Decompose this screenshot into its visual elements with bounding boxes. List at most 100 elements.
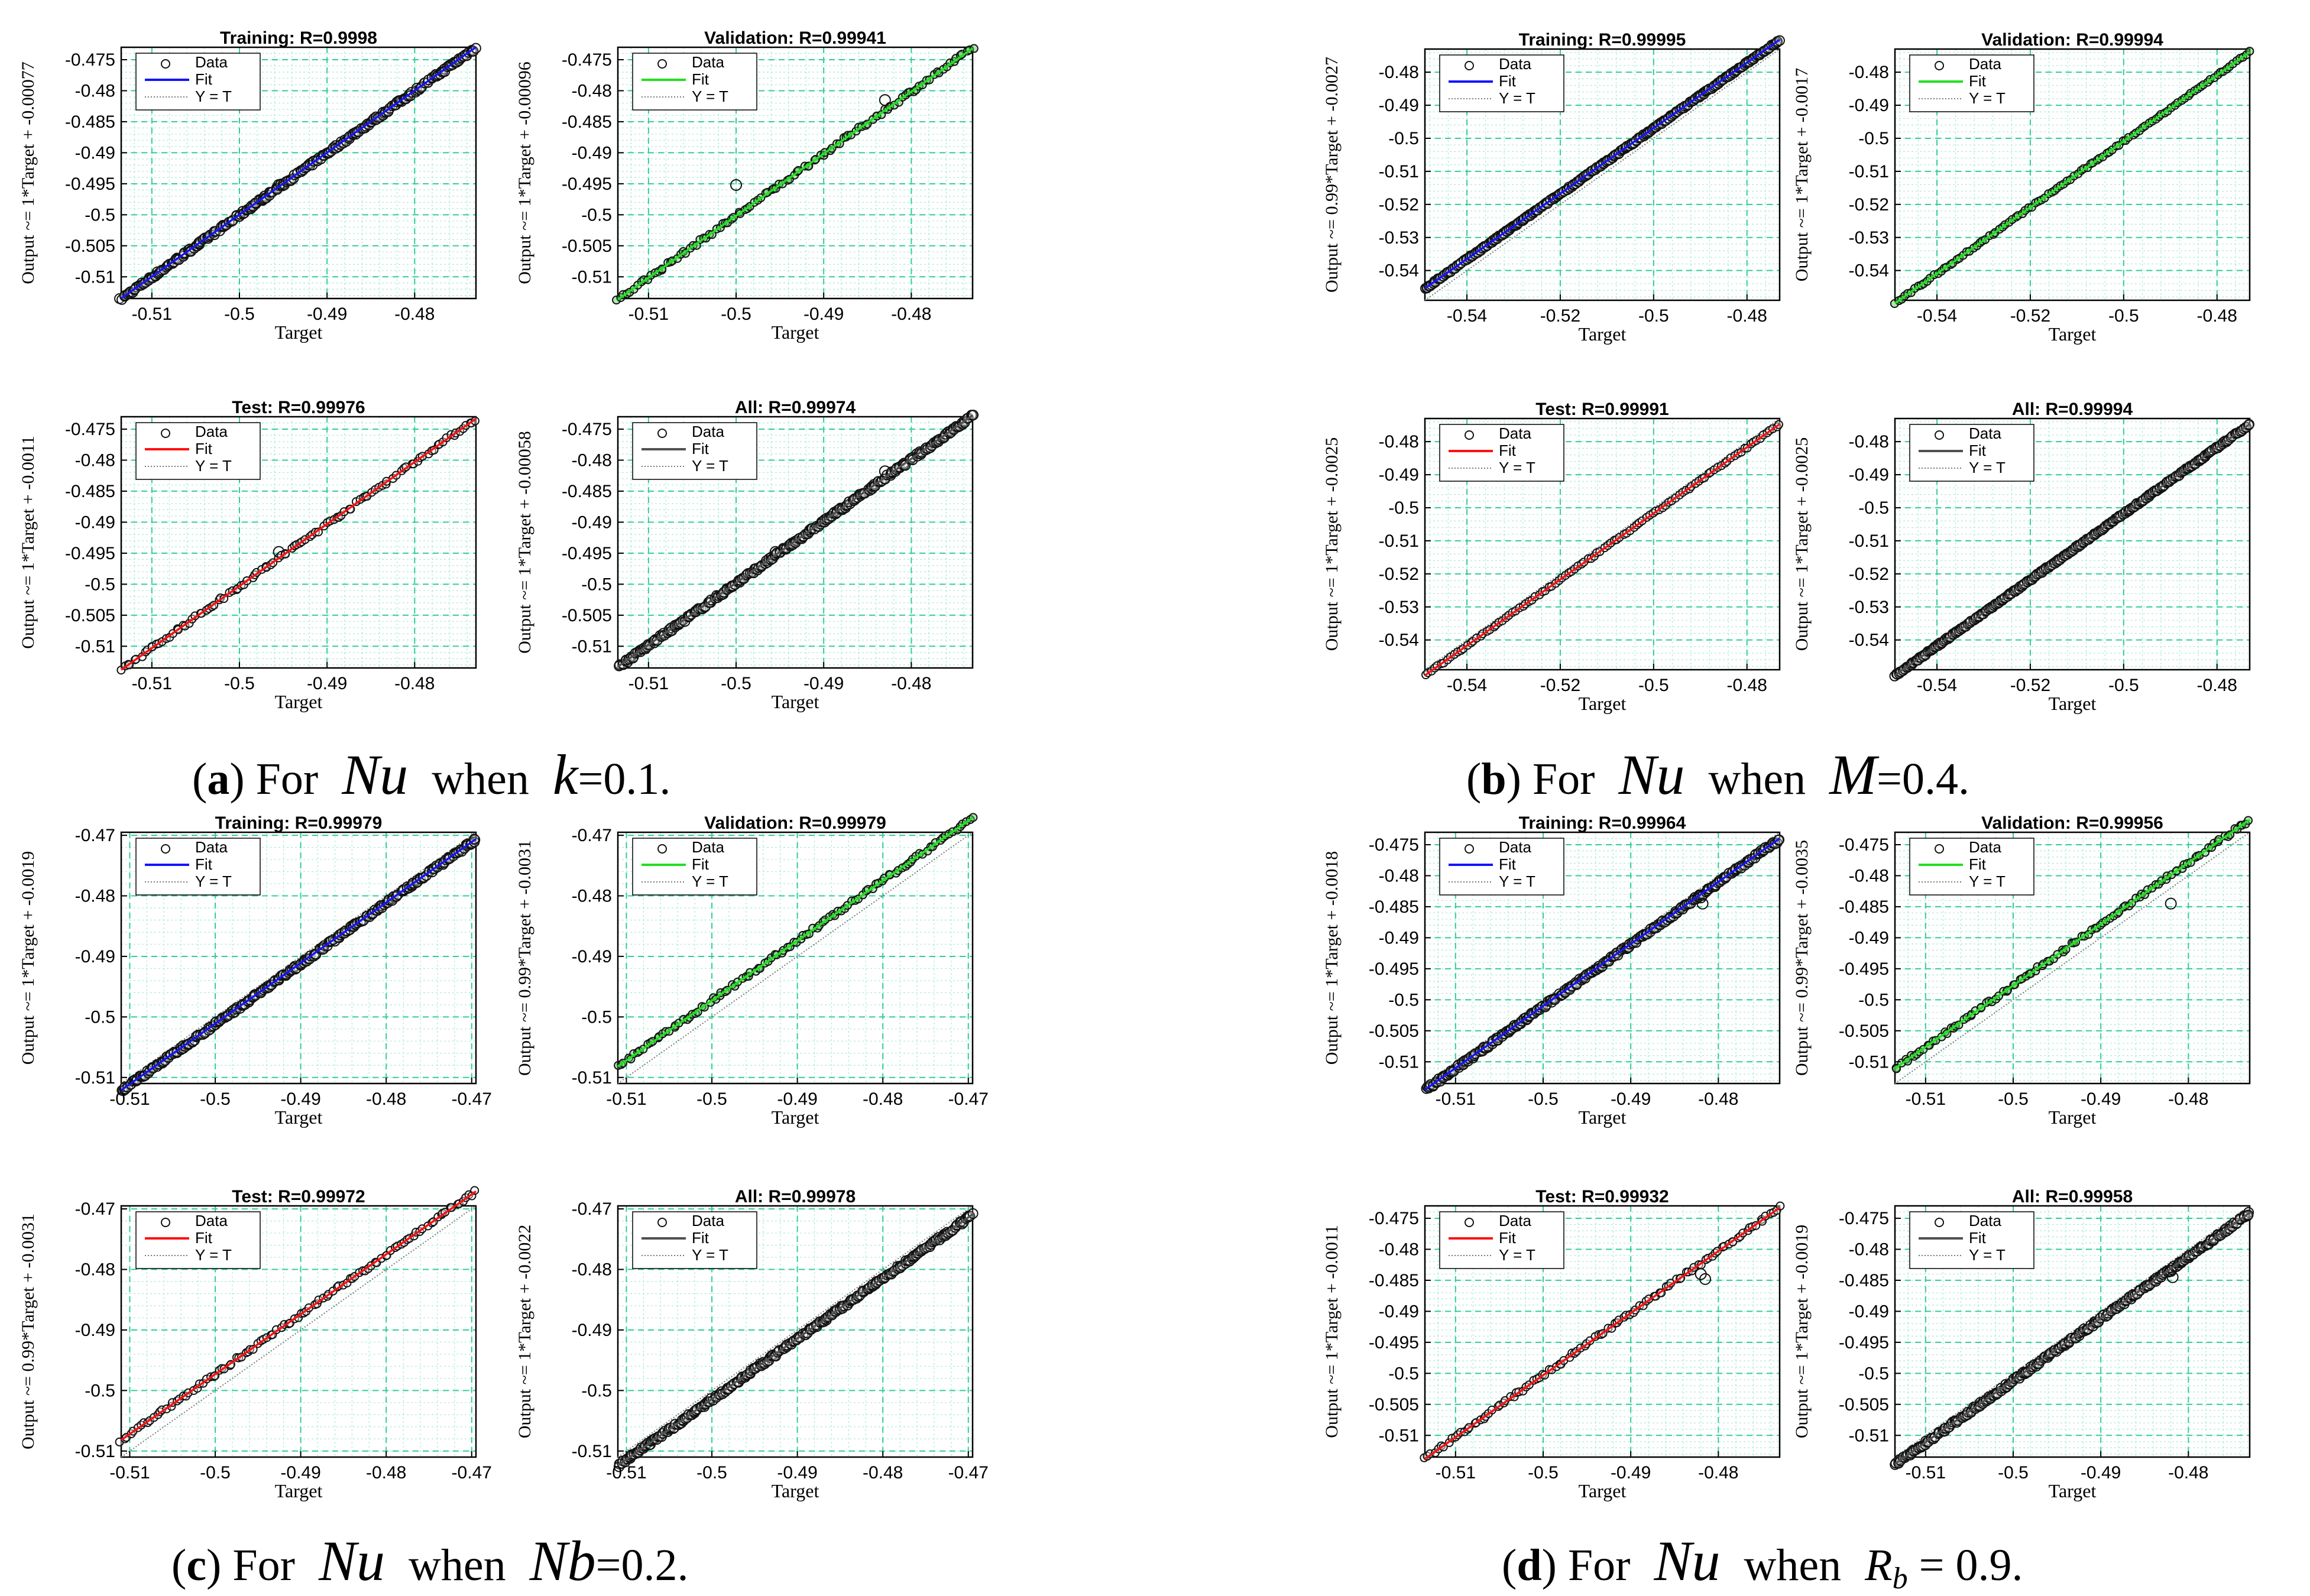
y-tick-label: -0.49 [572, 947, 612, 966]
y-tick-label: -0.53 [1379, 228, 1419, 248]
y-tick-label: -0.51 [75, 1442, 115, 1461]
x-tick-label: -0.51 [1436, 1089, 1476, 1109]
x-axis-label: Target [275, 1480, 323, 1501]
x-tick-label: -0.48 [891, 304, 931, 324]
chart-title: All: R=0.99994 [2012, 400, 2133, 419]
axes-box [617, 416, 974, 669]
y-tick-label: -0.5 [581, 1381, 612, 1400]
x-axis-label: Target [2049, 323, 2097, 345]
x-tick-label: -0.51 [1906, 1463, 1946, 1483]
x-axis-label: Target [772, 322, 819, 343]
y-tick-label: -0.485 [562, 112, 612, 132]
y-tick-label: -0.51 [572, 267, 612, 287]
legend-label: Y = T [692, 87, 728, 105]
y-tick-label: -0.5 [1388, 990, 1419, 1010]
y-tick-label: -0.51 [572, 1068, 612, 1088]
y-tick-label: -0.48 [572, 81, 612, 100]
chart-title: Validation: R=0.99979 [704, 813, 886, 833]
y-axis-label: Output ~= 0.99*Target + -0.0031 [18, 1214, 38, 1449]
chart-panel-c-test: -0.51 -0.5 -0.49 -0.48 -0.47-0.51-0.5-0.49-0… [18, 1186, 492, 1501]
legend-label: Data [1499, 1212, 1531, 1230]
y-tick-label: -0.48 [75, 81, 115, 100]
legend-label: Fit [1969, 1229, 1987, 1247]
y-tick-label: -0.485 [1369, 897, 1419, 917]
legend-label: Fit [195, 440, 213, 458]
y-tick-label: -0.51 [75, 267, 115, 287]
fit-line [617, 47, 974, 301]
x-tick-label: -0.48 [1698, 1463, 1738, 1483]
y-tick-label: -0.5 [1388, 129, 1419, 148]
y-tick-label: -0.51 [572, 1442, 612, 1461]
chart-panel-b-training: -0.54 -0.52 -0.5 -0.48 -0.54 -0.53 -0.52 -0.51 -… [1322, 30, 1785, 345]
y-tick-label: -0.52 [1849, 195, 1889, 215]
chart-panel-a-all: -0.51 -0.5 -0.49 -0.48 -0.51 -0.505 -0.5 -0.495… [515, 398, 979, 712]
fit-line [120, 46, 477, 300]
y-tick-label: -0.485 [562, 482, 612, 501]
x-tick-label: -0.5 [1998, 1463, 2029, 1483]
chart-panel-b-test: -0.54 -0.52 -0.5 -0.48 -0.54 -0.53 -0.52 -0.51 -… [1322, 400, 1784, 714]
y-tick-label: -0.54 [1379, 631, 1419, 650]
x-tick-label: -0.5 [1638, 676, 1669, 695]
legend-label: Y = T [1969, 89, 2006, 107]
y-tick-label: -0.475 [65, 50, 115, 70]
x-axis-label: Target [1579, 1107, 1627, 1128]
x-tick-label: -0.48 [394, 304, 435, 324]
x-tick-label: -0.49 [307, 304, 347, 324]
x-tick-label: -0.5 [721, 674, 751, 693]
y-tick-label: -0.495 [562, 544, 612, 563]
legend-label: Data [1499, 424, 1531, 442]
y-axis-label: Output ~= 0.99*Target + -0.0027 [1322, 57, 1342, 293]
y-axis-label: Output ~= 0.99*Target + -0.0031 [515, 840, 534, 1076]
y-tick-label: -0.53 [1379, 598, 1419, 617]
y-tick-label: -0.495 [1369, 959, 1419, 979]
x-tick-label: -0.51 [1436, 1463, 1476, 1483]
y-axis-label: Output ~= 1*Target + -0.0022 [515, 1225, 534, 1439]
y-tick-label: -0.51 [1849, 531, 1889, 551]
legend-label: Data [692, 838, 724, 856]
x-tick-label: -0.48 [394, 674, 435, 693]
y-tick-label: -0.495 [65, 544, 115, 563]
y-tick-label: -0.5 [85, 205, 115, 225]
x-tick-label: -0.48 [863, 1089, 903, 1109]
x-tick-label: -0.54 [1917, 676, 1957, 695]
legend-data-marker [657, 59, 667, 69]
x-tick-label: -0.47 [452, 1089, 492, 1109]
chart-title: Test: R=0.99991 [1535, 400, 1668, 419]
y-tick-label: -0.49 [1849, 1302, 1889, 1321]
y-axis-label: Output ~= 1*Target + -0.0011 [18, 436, 38, 648]
legend-label: Y = T [1499, 1246, 1535, 1264]
y-tick-label: -0.5 [1388, 498, 1419, 518]
x-axis-label: Target [772, 1480, 819, 1501]
x-tick-label: -0.51 [628, 674, 669, 693]
y-tick-label: -0.48 [1379, 432, 1419, 452]
legend-data-marker [161, 59, 170, 69]
legend-label: Fit [195, 855, 213, 873]
chart-title: Test: R=0.99932 [1535, 1187, 1668, 1206]
y-tick-label: -0.485 [1369, 1271, 1419, 1290]
x-tick-label: -0.47 [948, 1089, 989, 1109]
x-axis-label: Target [1579, 1480, 1627, 1501]
y-tick-label: -0.485 [65, 482, 115, 501]
y-tick-label: -0.51 [1849, 162, 1889, 181]
y-tick-label: -0.5 [1858, 1364, 1889, 1383]
x-tick-label: -0.52 [2010, 676, 2050, 695]
chart-panel-b-all: -0.54 -0.52 -0.5 -0.48 -0.54 -0.53 -0.52 -0.51 -… [1792, 400, 2254, 714]
x-tick-label: -0.5 [721, 304, 751, 324]
chart-panel-c-validation: -0.51 -0.5 -0.49 -0.48 -0.47-0.51-0.5-0.49-0… [515, 813, 989, 1128]
axes-box [617, 46, 974, 300]
chart-panel-d-all: -0.51 -0.5 -0.49 -0.48 -0.51 -0.505 -0.5 -0.495… [1792, 1187, 2254, 1501]
legend-label: Y = T [1969, 872, 2006, 890]
x-axis-label: Target [772, 691, 819, 712]
y-tick-label: -0.495 [1839, 1333, 1889, 1352]
legend-label: Fit [1969, 72, 1987, 90]
chart-title: All: R=0.99974 [735, 398, 856, 417]
